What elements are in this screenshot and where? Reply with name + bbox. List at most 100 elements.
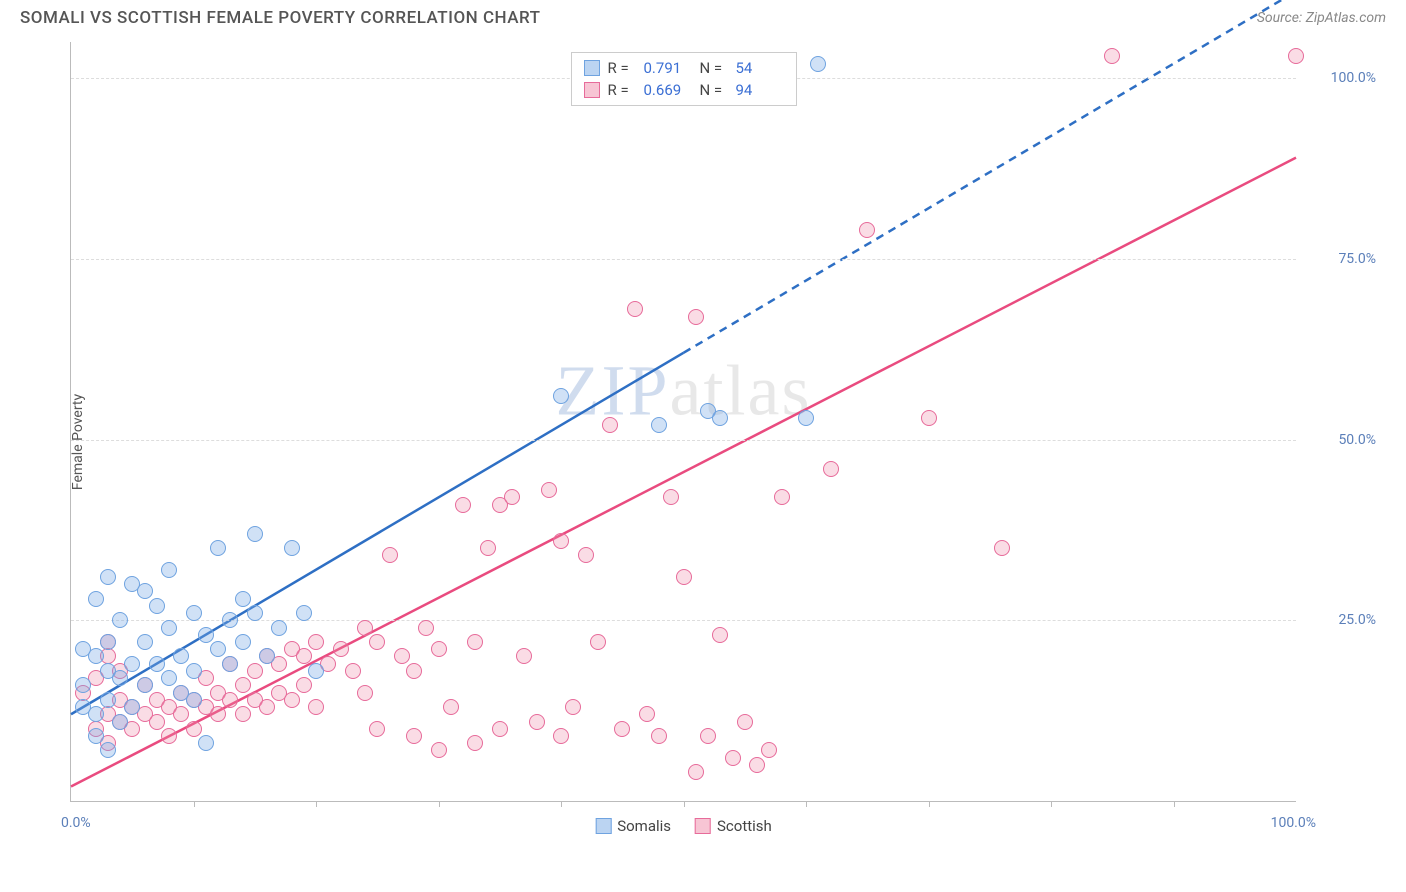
data-point-somalis: [198, 735, 214, 751]
data-point-scottish: [173, 706, 189, 722]
data-point-somalis: [247, 605, 263, 621]
data-point-scottish: [210, 706, 226, 722]
data-point-scottish: [369, 634, 385, 650]
data-point-scottish: [994, 540, 1010, 556]
watermark-atlas: atlas: [670, 351, 812, 431]
data-point-somalis: [651, 417, 667, 433]
legend-item-scottish: Scottish: [695, 817, 772, 835]
data-point-scottish: [149, 714, 165, 730]
data-point-somalis: [247, 526, 263, 542]
data-point-scottish: [480, 540, 496, 556]
data-point-scottish: [455, 497, 471, 513]
chart-container: Female Poverty ZIPatlas R = 0.791 N = 54…: [20, 32, 1386, 852]
series-legend: Somalis Scottish: [595, 817, 772, 835]
data-point-scottish: [541, 482, 557, 498]
x-tick: [806, 801, 807, 807]
data-point-scottish: [565, 699, 581, 715]
plot-area: ZIPatlas R = 0.791 N = 54 R = 0.669 N = …: [70, 42, 1296, 802]
n-value-somalis: 54: [736, 59, 784, 77]
r-label: R =: [608, 59, 636, 77]
data-point-scottish: [676, 569, 692, 585]
data-point-scottish: [247, 663, 263, 679]
x-tick: [561, 801, 562, 807]
data-point-somalis: [88, 591, 104, 607]
data-point-somalis: [186, 605, 202, 621]
data-point-scottish: [725, 750, 741, 766]
n-value-scottish: 94: [736, 81, 784, 99]
legend-label-scottish: Scottish: [717, 817, 772, 835]
data-point-somalis: [124, 699, 140, 715]
data-point-somalis: [259, 648, 275, 664]
data-point-somalis: [112, 612, 128, 628]
data-point-scottish: [492, 721, 508, 737]
data-point-scottish: [308, 699, 324, 715]
data-point-somalis: [810, 56, 826, 72]
data-point-somalis: [186, 663, 202, 679]
x-tick: [1174, 801, 1175, 807]
data-point-scottish: [296, 677, 312, 693]
watermark: ZIPatlas: [556, 350, 812, 433]
legend-swatch-scottish-icon: [695, 818, 711, 834]
data-point-somalis: [75, 641, 91, 657]
data-point-somalis: [88, 706, 104, 722]
data-point-scottish: [357, 685, 373, 701]
data-point-scottish: [235, 677, 251, 693]
data-point-scottish: [688, 764, 704, 780]
x-tick: [194, 801, 195, 807]
data-point-scottish: [161, 728, 177, 744]
data-point-scottish: [1288, 48, 1304, 64]
y-tick-label: 50.0%: [1338, 432, 1376, 448]
x-axis-max-label: 100.0%: [1271, 815, 1316, 831]
data-point-scottish: [418, 620, 434, 636]
data-point-scottish: [406, 663, 422, 679]
data-point-scottish: [663, 489, 679, 505]
data-point-somalis: [137, 677, 153, 693]
data-point-somalis: [296, 605, 312, 621]
data-point-somalis: [308, 663, 324, 679]
data-point-somalis: [100, 634, 116, 650]
x-tick: [684, 801, 685, 807]
data-point-scottish: [467, 634, 483, 650]
x-tick: [929, 801, 930, 807]
data-point-scottish: [308, 634, 324, 650]
data-point-somalis: [284, 540, 300, 556]
data-point-scottish: [921, 410, 937, 426]
data-point-scottish: [602, 417, 618, 433]
data-point-somalis: [124, 656, 140, 672]
data-point-somalis: [100, 569, 116, 585]
data-point-somalis: [222, 612, 238, 628]
data-point-scottish: [345, 663, 361, 679]
data-point-somalis: [235, 634, 251, 650]
n-label: N =: [700, 59, 728, 77]
r-label: R =: [608, 81, 636, 99]
data-point-scottish: [467, 735, 483, 751]
data-point-scottish: [186, 721, 202, 737]
correlation-legend: R = 0.791 N = 54 R = 0.669 N = 94: [571, 52, 797, 106]
data-point-somalis: [222, 656, 238, 672]
data-point-scottish: [651, 728, 667, 744]
data-point-scottish: [284, 692, 300, 708]
data-point-scottish: [357, 620, 373, 636]
data-point-somalis: [161, 620, 177, 636]
data-point-somalis: [161, 562, 177, 578]
data-point-somalis: [75, 677, 91, 693]
data-point-scottish: [369, 721, 385, 737]
data-point-scottish: [382, 547, 398, 563]
y-tick-label: 75.0%: [1338, 251, 1376, 267]
data-point-somalis: [112, 670, 128, 686]
data-point-scottish: [823, 461, 839, 477]
chart-title: SOMALI VS SCOTTISH FEMALE POVERTY CORREL…: [20, 8, 541, 28]
data-point-scottish: [235, 706, 251, 722]
data-point-scottish: [590, 634, 606, 650]
y-tick-label: 100.0%: [1331, 70, 1376, 86]
data-point-scottish: [259, 699, 275, 715]
data-point-somalis: [553, 388, 569, 404]
legend-row-somalis: R = 0.791 N = 54: [584, 57, 784, 79]
data-point-scottish: [578, 547, 594, 563]
data-point-somalis: [137, 583, 153, 599]
data-point-somalis: [137, 634, 153, 650]
data-point-somalis: [161, 670, 177, 686]
data-point-somalis: [210, 641, 226, 657]
data-point-scottish: [296, 648, 312, 664]
legend-label-somalis: Somalis: [617, 817, 671, 835]
